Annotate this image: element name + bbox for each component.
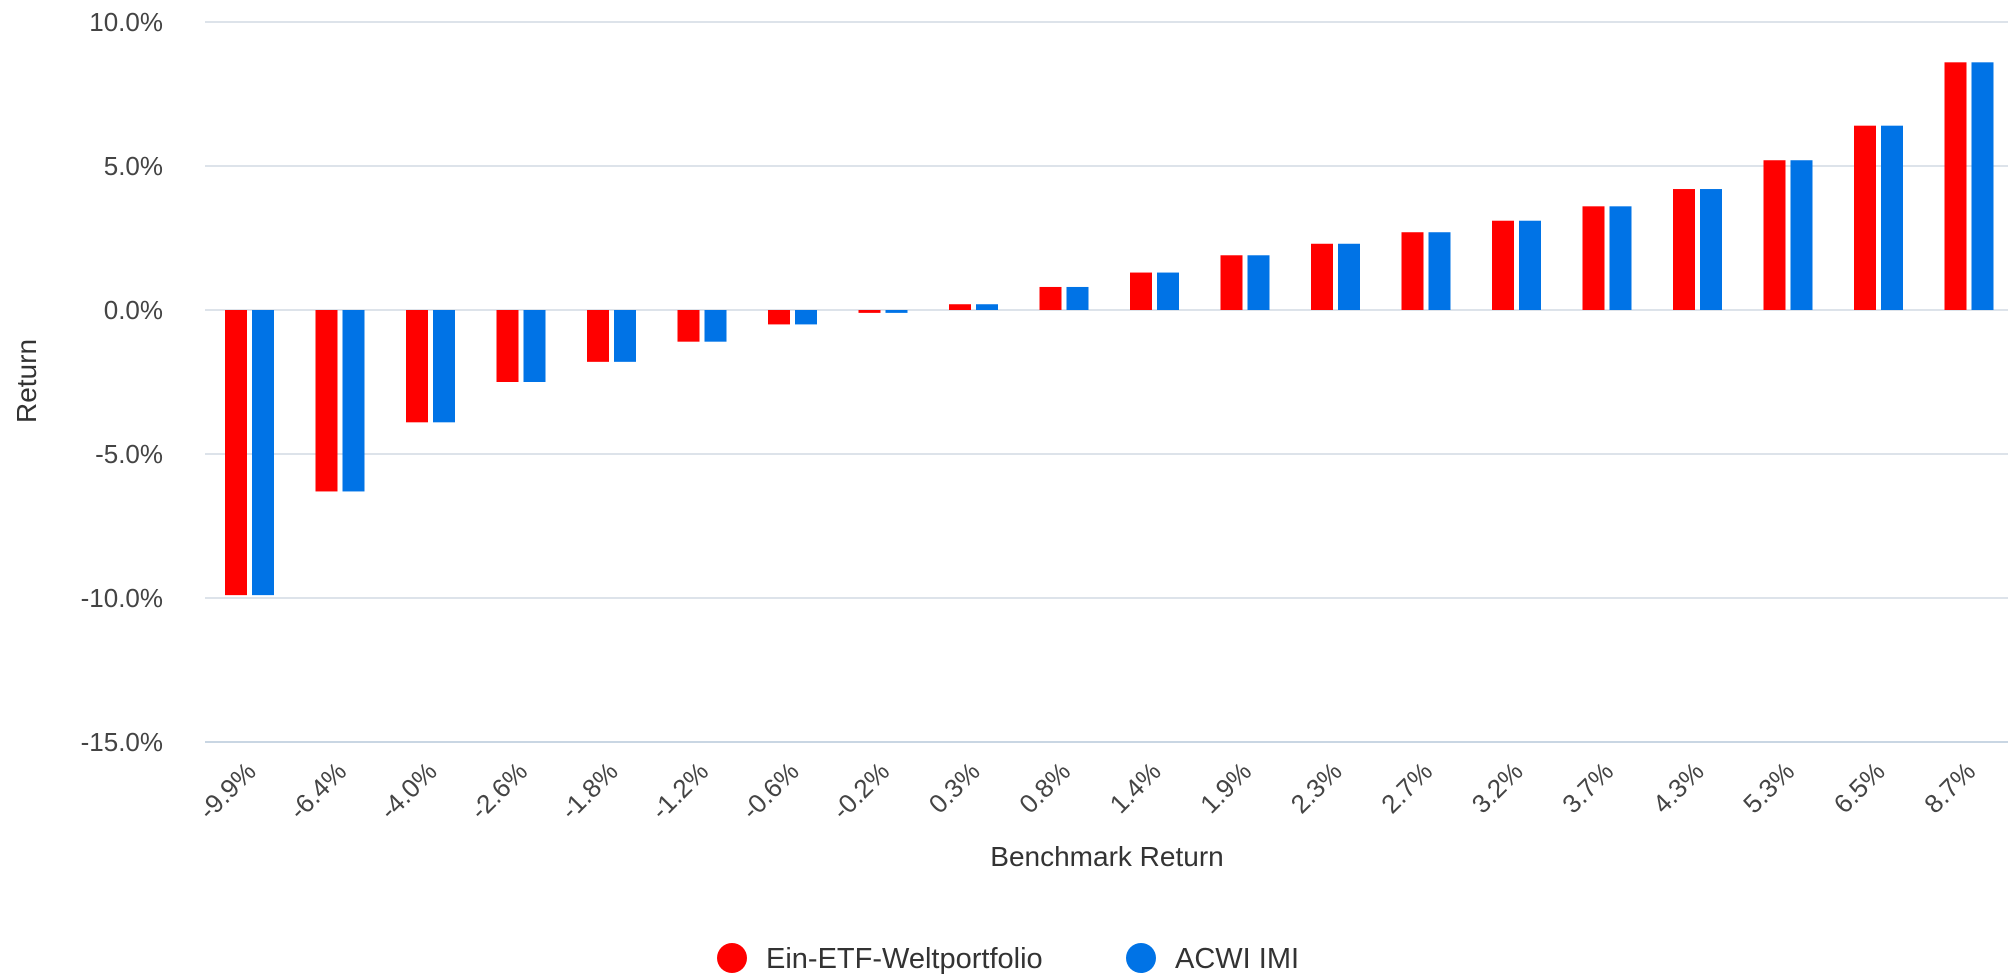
y-tick-label: 10.0% [89,7,163,37]
x-tick-label: 1.9% [1194,756,1257,819]
bar-series-2 [1519,220,1541,310]
bar-series-1 [768,310,790,325]
bar-series-1 [949,304,971,310]
x-tick-label: -0.6% [736,756,805,825]
bar-series-1 [315,310,338,492]
x-tick-label: 1.4% [1104,756,1167,819]
bar-series-1 [1944,62,1967,310]
bar-series-1 [1311,243,1333,310]
bar-series-2 [523,310,546,382]
x-tick-label: -1.8% [555,756,624,825]
y-axis-title: Return [11,339,42,423]
bar-series-2 [976,304,998,310]
bar-series-2 [1700,189,1722,310]
legend-marker [1126,943,1156,973]
bar-series-1 [1492,220,1514,310]
bar-series-1 [1130,272,1152,310]
x-axis-title: Benchmark Return [990,841,1223,872]
bar-series-2 [252,310,274,596]
x-tick-label: 5.3% [1737,756,1800,819]
bar-series-2 [1609,206,1632,310]
x-tick-label: 2.7% [1375,756,1438,819]
y-tick-label: -15.0% [81,727,163,757]
x-tick-label: -9.9% [193,756,262,825]
x-tick-label: 3.7% [1556,756,1619,819]
legend-label: ACWI IMI [1175,943,1299,975]
x-tick-label: -6.4% [283,756,352,825]
x-tick-label: -4.0% [374,756,443,825]
bar-series-1 [677,310,700,342]
x-tick-label: 0.8% [1013,756,1076,819]
bar-series-1 [587,310,609,362]
legend-label: Ein-ETF-Weltportfolio [766,943,1043,975]
x-tick-label: 3.2% [1466,756,1529,819]
y-tick-label: 0.0% [104,295,163,325]
y-tick-label: -10.0% [81,583,163,613]
x-tick-label: 4.3% [1647,756,1710,819]
bar-series-2 [1157,272,1179,310]
x-tick-label: 0.3% [923,756,986,819]
bar-series-1 [496,310,519,382]
bar-series-2 [704,310,727,342]
bar-series-2 [885,310,908,313]
bar-series-2 [1790,160,1813,310]
x-tick-label: -0.2% [826,756,895,825]
y-tick-label: -5.0% [95,439,163,469]
bar-series-2 [1971,62,1994,310]
bar-series-1 [225,310,247,596]
y-axis-ticks: 10.0% 5.0% 0.0% -5.0% -10.0% -15.0% [81,7,163,757]
bars [225,62,1994,596]
x-axis-ticks: -9.9% -6.4% -4.0% -2.6% -1.8% -1.2% -0.6% -0.2%… [193,756,1982,825]
bar-series-2 [1428,232,1451,310]
legend-marker [717,943,747,973]
y-tick-label: 5.0% [104,151,163,181]
bar-series-1 [1582,206,1605,310]
x-tick-label: 6.5% [1828,756,1891,819]
bar-series-1 [1401,232,1424,310]
legend: Ein-ETF-Weltportfolio ACWI IMI [717,943,1299,975]
x-tick-label: -1.2% [645,756,714,825]
bar-series-2 [1247,255,1270,310]
bar-series-1 [1039,286,1062,310]
bar-series-1 [1673,189,1695,310]
x-tick-label: 2.3% [1285,756,1348,819]
x-tick-label: 8.7% [1918,756,1981,819]
bar-series-1 [1854,125,1876,311]
bar-series-2 [1338,243,1360,310]
bar-series-1 [1763,160,1786,310]
bar-series-1 [406,310,428,423]
x-tick-label: -2.6% [464,756,533,825]
grid-lines [205,21,2008,743]
bar-series-2 [1881,125,1903,311]
bar-series-2 [342,310,365,492]
bar-series-2 [795,310,817,325]
bar-series-1 [1220,255,1243,310]
bar-series-2 [433,310,455,423]
bar-series-1 [858,310,881,313]
bar-series-2 [1066,286,1089,310]
bar-series-2 [614,310,636,362]
